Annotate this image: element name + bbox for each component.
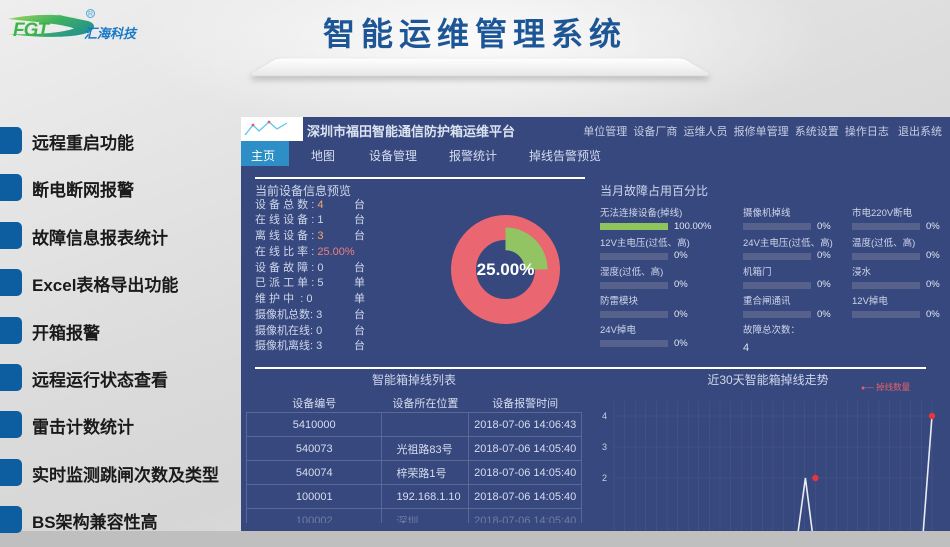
svg-text:4: 4 [602, 411, 607, 421]
svg-text:3: 3 [602, 442, 607, 452]
svg-text:2: 2 [602, 473, 607, 483]
